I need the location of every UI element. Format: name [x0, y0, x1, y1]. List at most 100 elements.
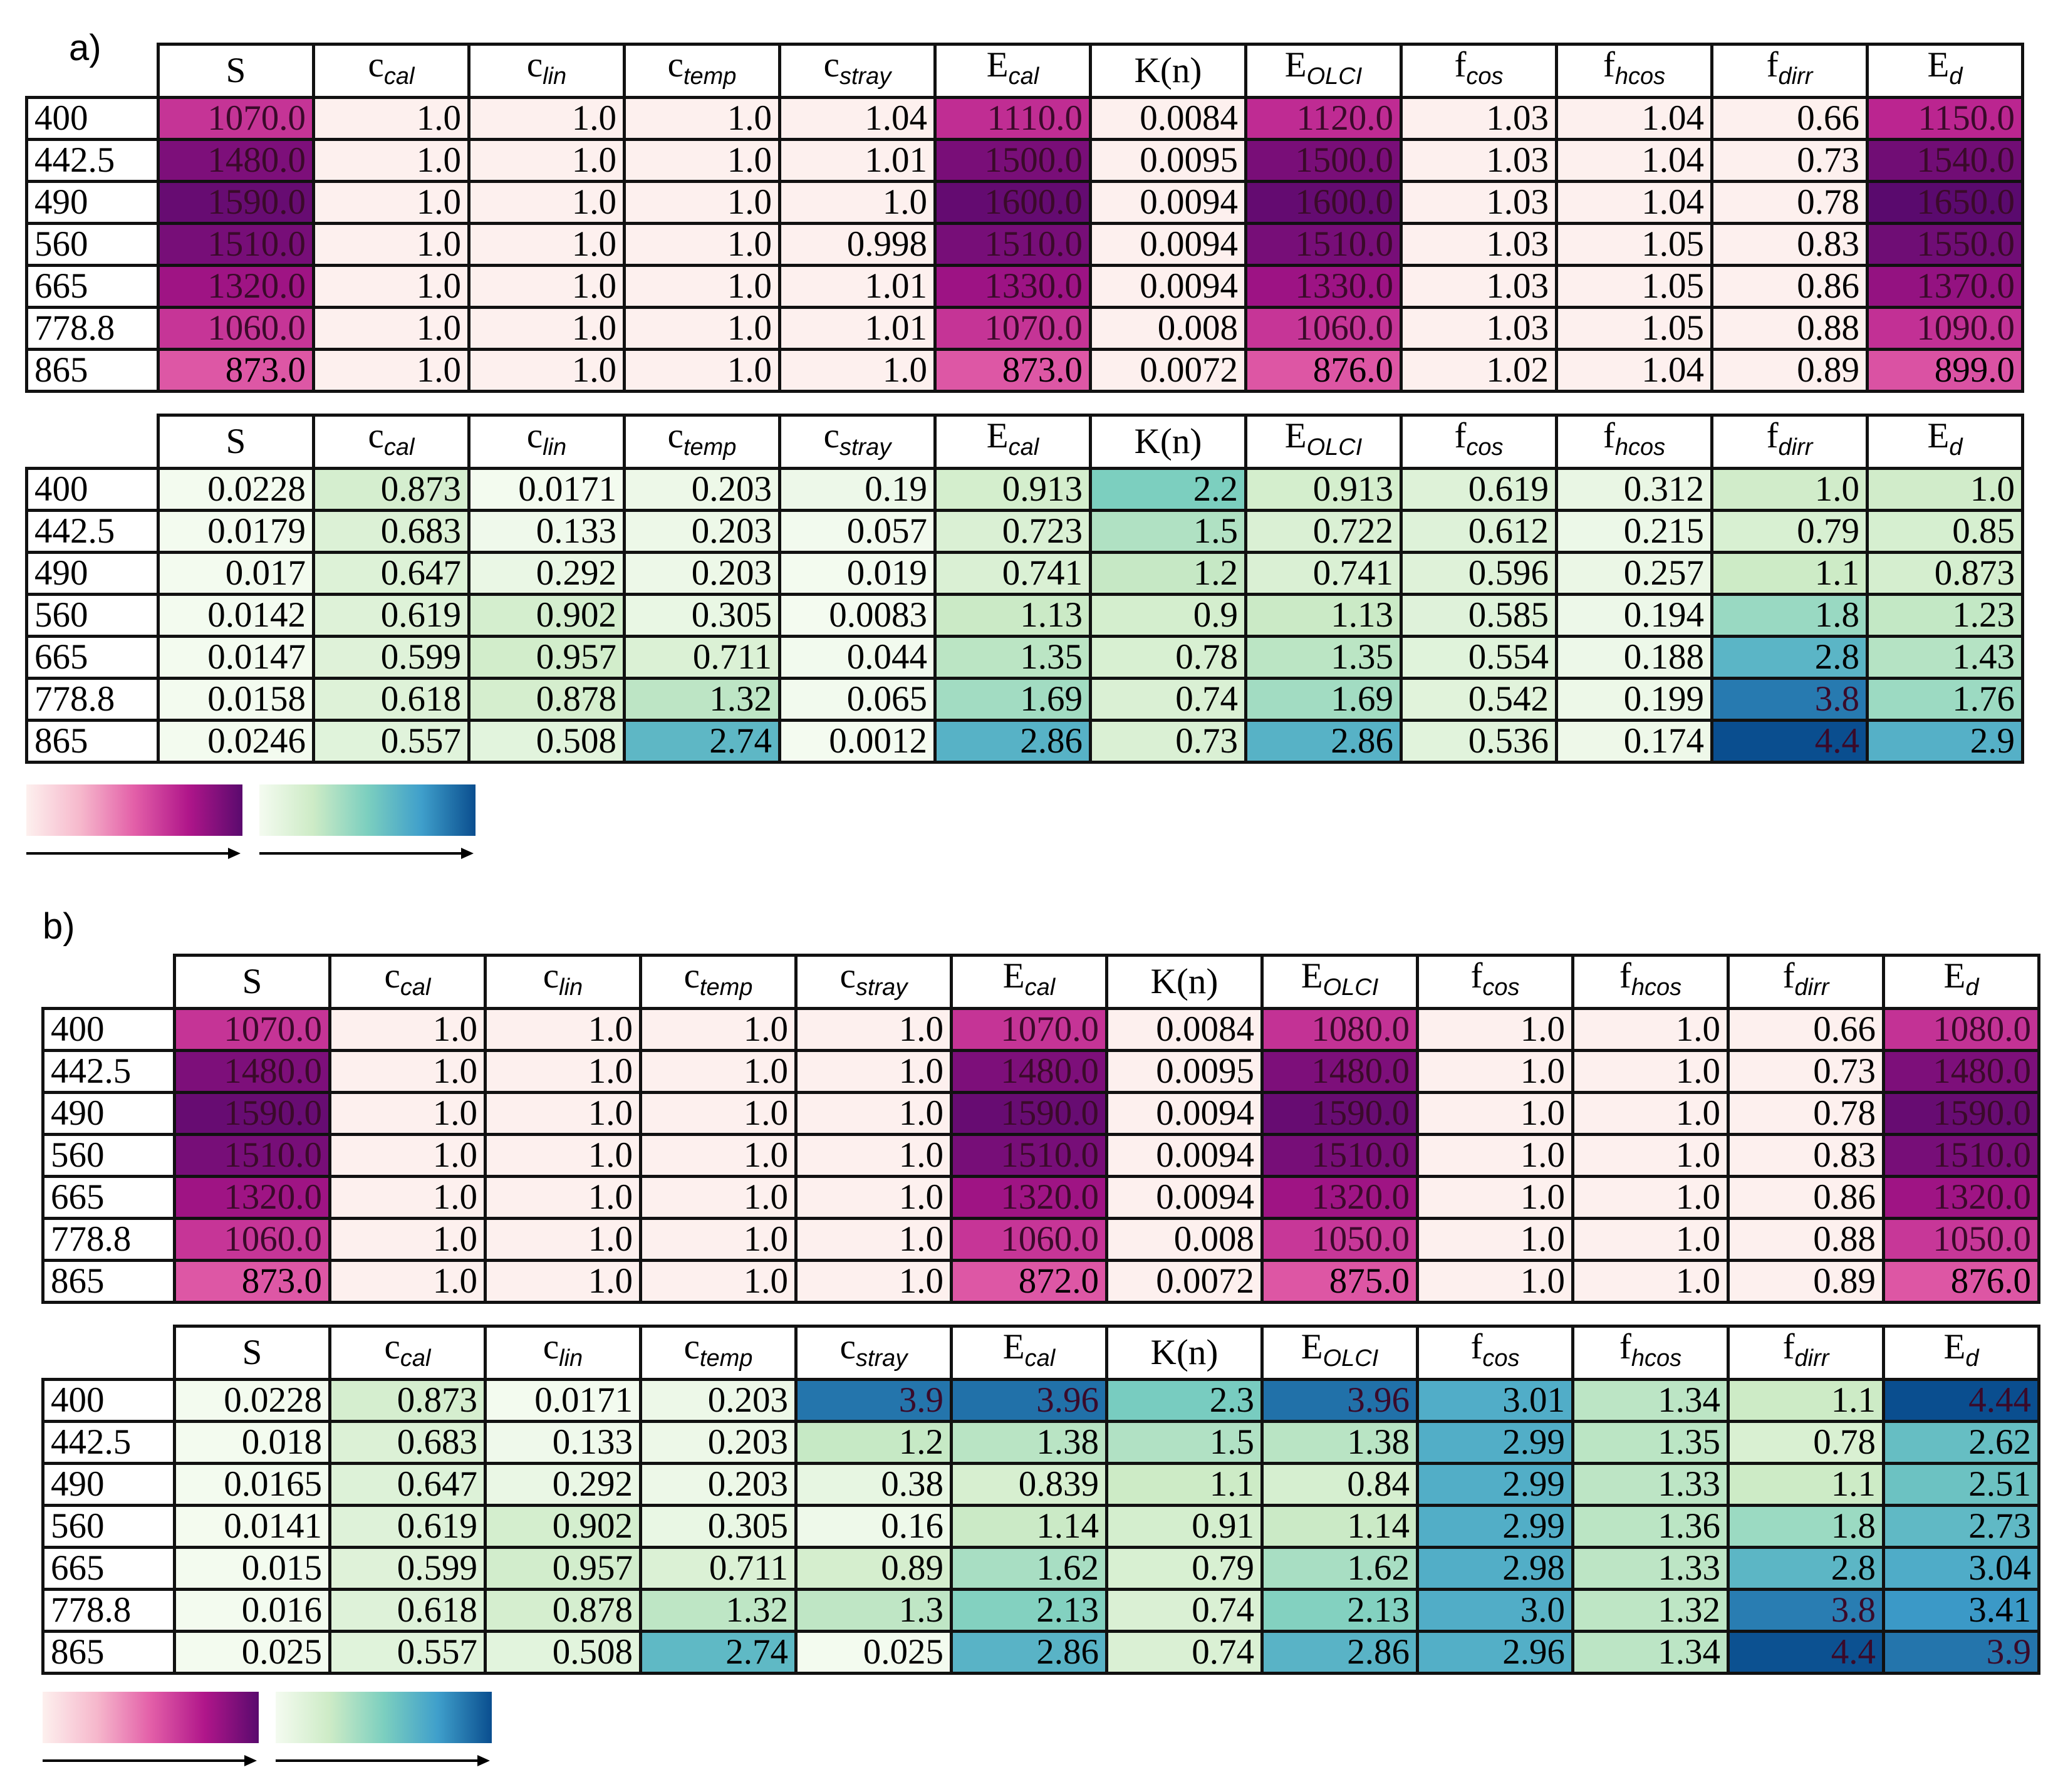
table-cell: 2.8 — [1727, 1546, 1885, 1591]
table-cell: 1320.0 — [1882, 1175, 2040, 1220]
column-header: K(n) — [1089, 414, 1247, 470]
table-cell: 1.0 — [467, 138, 626, 183]
column-header: ccal — [328, 954, 487, 1010]
table-cell: 1.04 — [1555, 180, 1713, 225]
column-header-base: c — [823, 45, 839, 85]
table-cell: 0.66 — [1710, 96, 1869, 141]
table-cell: 0.025 — [173, 1630, 331, 1675]
table-cell: 0.78 — [1089, 635, 1247, 680]
table-cell: 0.741 — [933, 551, 1092, 596]
table-cell: 2.62 — [1882, 1420, 2040, 1465]
table-cell: 1.1 — [1727, 1462, 1885, 1507]
table-cell: 1.04 — [1555, 348, 1713, 393]
column-header-base: E — [1927, 45, 1950, 85]
table-cell: 876.0 — [1244, 348, 1403, 393]
table-cell: 2.13 — [1260, 1588, 1419, 1633]
table-cell: 1.0 — [1710, 467, 1869, 512]
table-cell: 1480.0 — [1882, 1049, 2040, 1094]
column-header: fdirr — [1710, 414, 1869, 470]
wavelength-label: 560 — [41, 1133, 176, 1178]
table-cell: 0.025 — [794, 1630, 953, 1675]
table-cell: 1110.0 — [933, 96, 1092, 141]
table-cell: 1.0 — [623, 96, 781, 141]
table-cell: 3.96 — [950, 1378, 1108, 1423]
uncertainty-arrow-icon — [259, 848, 474, 859]
table-cell: 1.62 — [1260, 1546, 1419, 1591]
table-cell: 1510.0 — [173, 1133, 331, 1178]
column-header-base: c — [667, 45, 683, 85]
table-cell: 0.902 — [467, 593, 626, 638]
column-header-base: K(n) — [1150, 962, 1219, 1001]
table-cell: 0.542 — [1400, 677, 1558, 722]
wavelength-label: 865 — [41, 1259, 176, 1304]
table-cell: 1060.0 — [1244, 306, 1403, 351]
table-cell: 0.0246 — [157, 719, 315, 764]
table-cell: 1050.0 — [1260, 1217, 1419, 1262]
table-cell: 0.0012 — [778, 719, 937, 764]
table-cell: 1.01 — [778, 306, 937, 351]
column-header: clin — [467, 43, 626, 99]
table-cell: 0.0228 — [157, 467, 315, 512]
table-cell: 0.0072 — [1105, 1259, 1264, 1304]
table-cell: 0.998 — [778, 222, 937, 267]
table-cell: 1.0 — [794, 1007, 953, 1052]
column-header: cstray — [778, 414, 937, 470]
table-cell: 0.723 — [933, 509, 1092, 554]
column-header-subscript: stray — [855, 974, 908, 1001]
wavelength-label: 865 — [41, 1630, 176, 1675]
table-cell: 1.0 — [467, 96, 626, 141]
column-header: fcos — [1416, 1325, 1574, 1381]
table-cell: 0.89 — [1727, 1259, 1885, 1304]
table-cell: 1.04 — [1555, 96, 1713, 141]
table-cell: 0.557 — [328, 1630, 487, 1675]
table-cell: 1.03 — [1400, 96, 1558, 141]
table-cell: 1.0 — [467, 180, 626, 225]
column-header: ccal — [328, 1325, 487, 1381]
table-cell: 1080.0 — [1882, 1007, 2040, 1052]
table-cell: 0.73 — [1710, 138, 1869, 183]
table-row: 665 1320.0 1.0 1.0 1.0 1.0 1320.0 0.0094 1320.0 1… — [41, 1175, 2040, 1220]
table-cell: 0.0094 — [1105, 1091, 1264, 1136]
column-header: ctemp — [639, 1325, 798, 1381]
table-cell: 0.257 — [1555, 551, 1713, 596]
table-cell: 875.0 — [1260, 1259, 1419, 1304]
column-header-base: f — [1454, 45, 1467, 85]
table-cell: 2.74 — [623, 719, 781, 764]
column-header-base: E — [1301, 1327, 1323, 1367]
table-cell: 1.0 — [467, 306, 626, 351]
column-header-base: K(n) — [1134, 51, 1202, 90]
table-cell: 1.03 — [1400, 306, 1558, 351]
corner-cell — [43, 956, 175, 1009]
column-header: fcos — [1400, 43, 1558, 99]
column-header-subscript: hcos — [1631, 974, 1682, 1001]
table-cell: 0.878 — [467, 677, 626, 722]
column-header-base: E — [1927, 416, 1950, 456]
column-header-subscript: dirr — [1778, 434, 1813, 461]
table-cell: 1.0 — [1416, 1049, 1574, 1094]
table-cell: 1510.0 — [1260, 1133, 1419, 1178]
table-cell: 0.305 — [639, 1504, 798, 1549]
table-row: 665 1320.0 1.0 1.0 1.0 1.01 1330.0 0.0094 1330.0… — [25, 264, 2024, 309]
column-header-subscript: dirr — [1794, 1345, 1829, 1372]
table-cell: 1.0 — [312, 264, 470, 309]
table-cell: 1.14 — [1260, 1504, 1419, 1549]
table-cell: 1.5 — [1089, 509, 1247, 554]
column-header: ctemp — [623, 43, 781, 99]
table-cell: 1540.0 — [1866, 138, 2024, 183]
table-cell: 0.86 — [1727, 1175, 1885, 1220]
table-cell: 0.83 — [1710, 222, 1869, 267]
wavelength-label: 778.8 — [25, 677, 160, 722]
column-header-subscript: stray — [839, 434, 891, 461]
wavelength-label: 442.5 — [25, 138, 160, 183]
column-header: ccal — [312, 414, 470, 470]
table-cell: 1070.0 — [173, 1007, 331, 1052]
column-header: fhcos — [1571, 1325, 1730, 1381]
table-cell: 1590.0 — [173, 1091, 331, 1136]
table-cell: 1.0 — [467, 348, 626, 393]
table-cell: 1.0 — [1866, 467, 2024, 512]
table-cell: 1.05 — [1555, 306, 1713, 351]
table-cell: 1.0 — [778, 348, 937, 393]
table-cell: 1.0 — [1416, 1217, 1574, 1262]
